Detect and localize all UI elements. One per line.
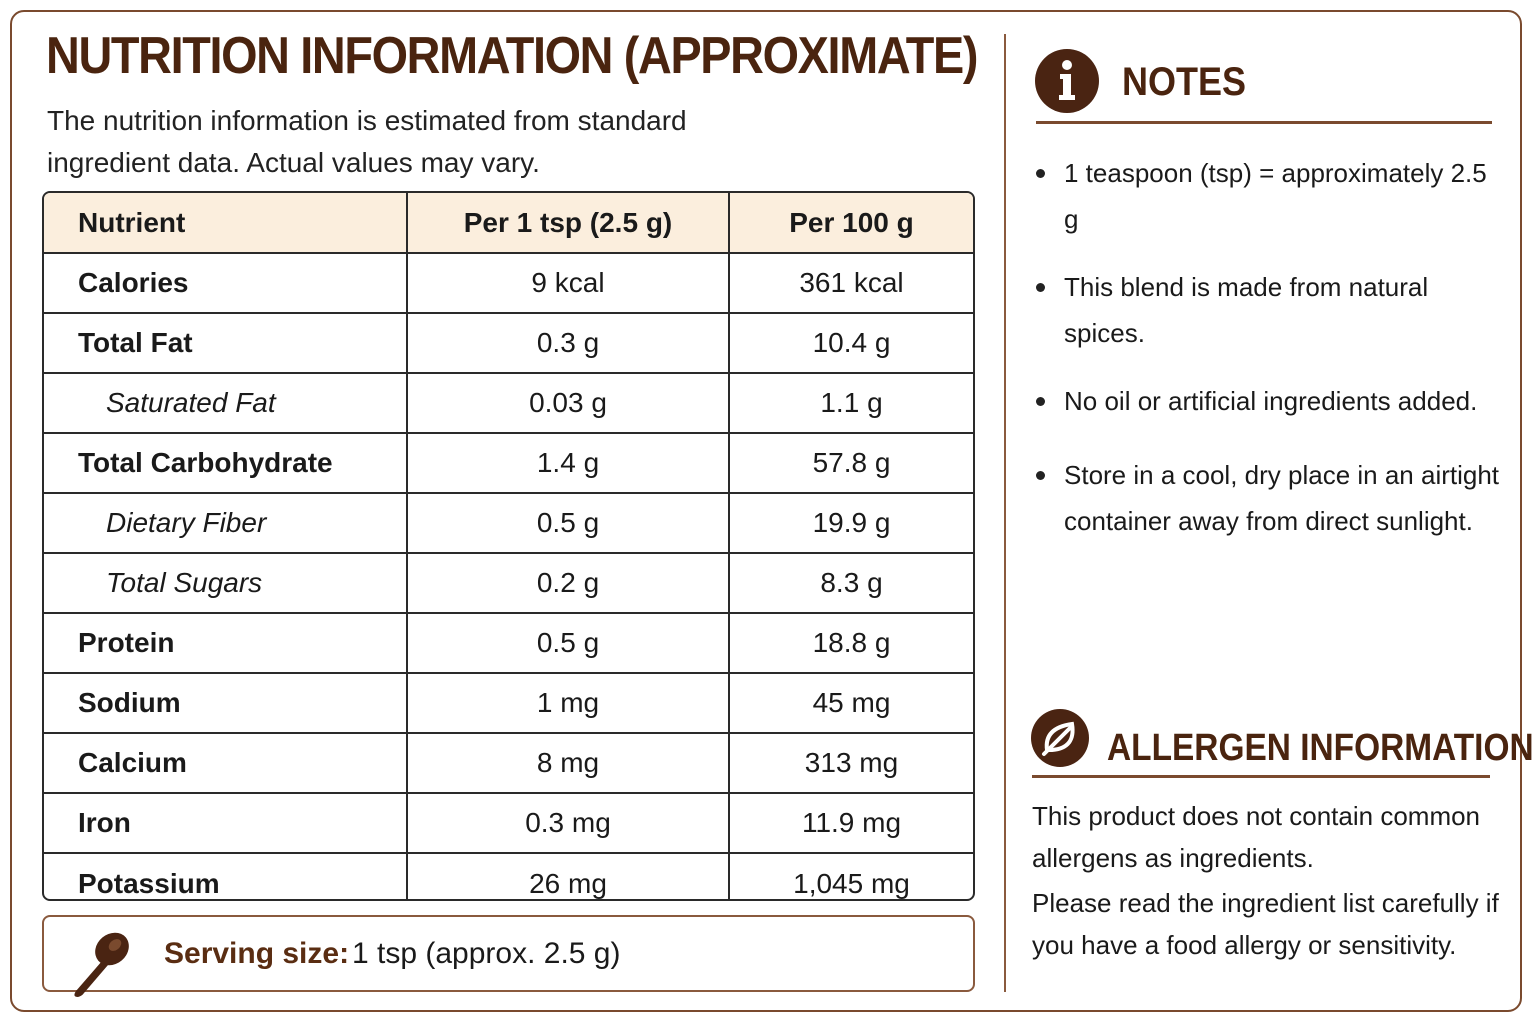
info-icon bbox=[1034, 48, 1100, 119]
list-item: Store in a cool, dry place in an airtigh… bbox=[1034, 452, 1504, 544]
column-divider bbox=[1004, 34, 1006, 992]
table-row: Calories 9 kcal 361 kcal bbox=[44, 252, 973, 314]
allergen-heading: ALLERGEN INFORMATION bbox=[1107, 727, 1534, 769]
notes-heading: NOTES bbox=[1122, 60, 1247, 104]
value-per-tsp: 0.3 g bbox=[406, 312, 730, 374]
value-per-100g: 45 mg bbox=[728, 672, 973, 734]
table-row: Total Carbohydrate 1.4 g 57.8 g bbox=[44, 432, 973, 494]
allergen-statement: This product does not contain common all… bbox=[1032, 801, 1481, 873]
nutrient-name: Calories bbox=[44, 252, 408, 314]
value-per-tsp: 0.5 g bbox=[406, 492, 730, 554]
table-header-row: Nutrient Per 1 tsp (2.5 g) Per 100 g bbox=[44, 193, 973, 254]
list-item: No oil or artificial ingredients added. bbox=[1034, 378, 1504, 424]
header-nutrient: Nutrient bbox=[44, 193, 408, 254]
nutrient-name: Potassium bbox=[44, 852, 408, 899]
subtitle-text: The nutrition information is estimated f… bbox=[47, 105, 687, 178]
nutrient-name: Calcium bbox=[44, 732, 408, 794]
value-per-100g: 1.1 g bbox=[728, 372, 973, 434]
allergen-advice: Please read the ingredient list carefull… bbox=[1032, 888, 1499, 960]
table-row: Sodium 1 mg 45 mg bbox=[44, 672, 973, 734]
nutrient-name: Saturated Fat bbox=[44, 372, 408, 434]
nutrient-name: Total Carbohydrate bbox=[44, 432, 408, 494]
allergen-divider bbox=[1032, 775, 1490, 778]
table-row: Total Fat 0.3 g 10.4 g bbox=[44, 312, 973, 374]
header-per-100g: Per 100 g bbox=[728, 193, 973, 254]
nutrition-table: Nutrient Per 1 tsp (2.5 g) Per 100 g Cal… bbox=[42, 191, 975, 901]
table-row: Protein 0.5 g 18.8 g bbox=[44, 612, 973, 674]
table-row: Saturated Fat 0.03 g 1.1 g bbox=[44, 372, 973, 434]
spoon-icon bbox=[66, 925, 136, 1010]
value-per-100g: 11.9 mg bbox=[728, 792, 973, 854]
value-per-100g: 57.8 g bbox=[728, 432, 973, 494]
table-row: Total Sugars 0.2 g 8.3 g bbox=[44, 552, 973, 614]
leaf-icon bbox=[1030, 708, 1090, 773]
table-row: Iron 0.3 mg 11.9 mg bbox=[44, 792, 973, 854]
list-item: This blend is made from natural spices. bbox=[1034, 264, 1504, 356]
value-per-tsp: 0.2 g bbox=[406, 552, 730, 614]
value-per-tsp: 0.3 mg bbox=[406, 792, 730, 854]
nutrient-name: Total Fat bbox=[44, 312, 408, 374]
nutrient-name: Total Sugars bbox=[44, 552, 408, 614]
value-per-100g: 1,045 mg bbox=[728, 852, 973, 899]
nutrient-name: Protein bbox=[44, 612, 408, 674]
value-per-tsp: 26 mg bbox=[406, 852, 730, 899]
serving-size-label: Serving size: bbox=[164, 937, 350, 970]
value-per-tsp: 0.03 g bbox=[406, 372, 730, 434]
page-title: NUTRITION INFORMATION (APPROXIMATE) bbox=[46, 27, 978, 85]
table-row: Dietary Fiber 0.5 g 19.9 g bbox=[44, 492, 973, 554]
value-per-100g: 313 mg bbox=[728, 732, 973, 794]
serving-size-value: 1 tsp (approx. 2.5 g) bbox=[352, 937, 621, 970]
value-per-tsp: 0.5 g bbox=[406, 612, 730, 674]
serving-size-box: Serving size: 1 tsp (approx. 2.5 g) bbox=[42, 915, 975, 997]
value-per-tsp: 9 kcal bbox=[406, 252, 730, 314]
nutrient-name: Sodium bbox=[44, 672, 408, 734]
value-per-100g: 18.8 g bbox=[728, 612, 973, 674]
value-per-100g: 10.4 g bbox=[728, 312, 973, 374]
table-row: Calcium 8 mg 313 mg bbox=[44, 732, 973, 794]
value-per-100g: 8.3 g bbox=[728, 552, 973, 614]
value-per-100g: 361 kcal bbox=[728, 252, 973, 314]
nutrient-name: Iron bbox=[44, 792, 408, 854]
table-row: Potassium 26 mg 1,045 mg bbox=[44, 852, 973, 899]
value-per-100g: 19.9 g bbox=[728, 492, 973, 554]
notes-divider bbox=[1036, 121, 1492, 124]
nutrient-name: Dietary Fiber bbox=[44, 492, 408, 554]
value-per-tsp: 1 mg bbox=[406, 672, 730, 734]
header-per-tsp: Per 1 tsp (2.5 g) bbox=[406, 193, 730, 254]
value-per-tsp: 1.4 g bbox=[406, 432, 730, 494]
value-per-tsp: 8 mg bbox=[406, 732, 730, 794]
notes-list: 1 teaspoon (tsp) = approximately 2.5 g T… bbox=[1034, 150, 1504, 544]
list-item: 1 teaspoon (tsp) = approximately 2.5 g bbox=[1034, 150, 1504, 242]
